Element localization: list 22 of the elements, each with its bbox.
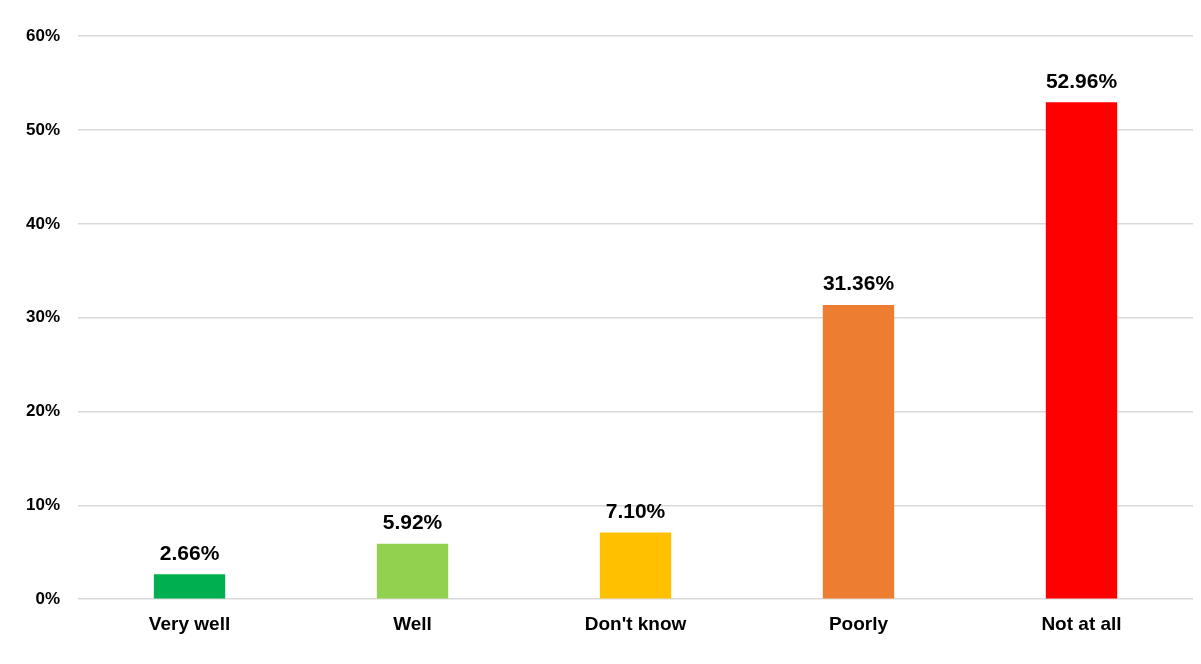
data-label: 5.92%	[382, 509, 443, 533]
x-tick-label: Well	[393, 612, 432, 634]
y-tick-label: 20%	[25, 401, 61, 421]
bar	[822, 304, 895, 599]
y-tick-label: 50%	[25, 119, 61, 139]
data-label: 2.66%	[159, 540, 220, 564]
x-tick-label: Not at all	[1041, 612, 1122, 634]
data-label: 31.36%	[822, 271, 895, 295]
data-label: 52.96%	[1045, 68, 1118, 92]
y-tick-label: 40%	[25, 213, 61, 233]
data-label: 7.10%	[605, 498, 666, 522]
bar	[1045, 102, 1118, 599]
x-tick-label: Very well	[148, 612, 231, 634]
y-tick-label: 10%	[25, 495, 61, 515]
y-tick-label: 30%	[25, 307, 61, 327]
bar	[376, 543, 449, 599]
x-tick-label: Poorly	[828, 612, 889, 634]
bar	[153, 574, 226, 599]
x-tick-label: Don't know	[584, 612, 687, 634]
bar	[599, 532, 672, 599]
y-tick-label: 60%	[25, 25, 61, 45]
y-tick-label: 0%	[35, 588, 61, 608]
